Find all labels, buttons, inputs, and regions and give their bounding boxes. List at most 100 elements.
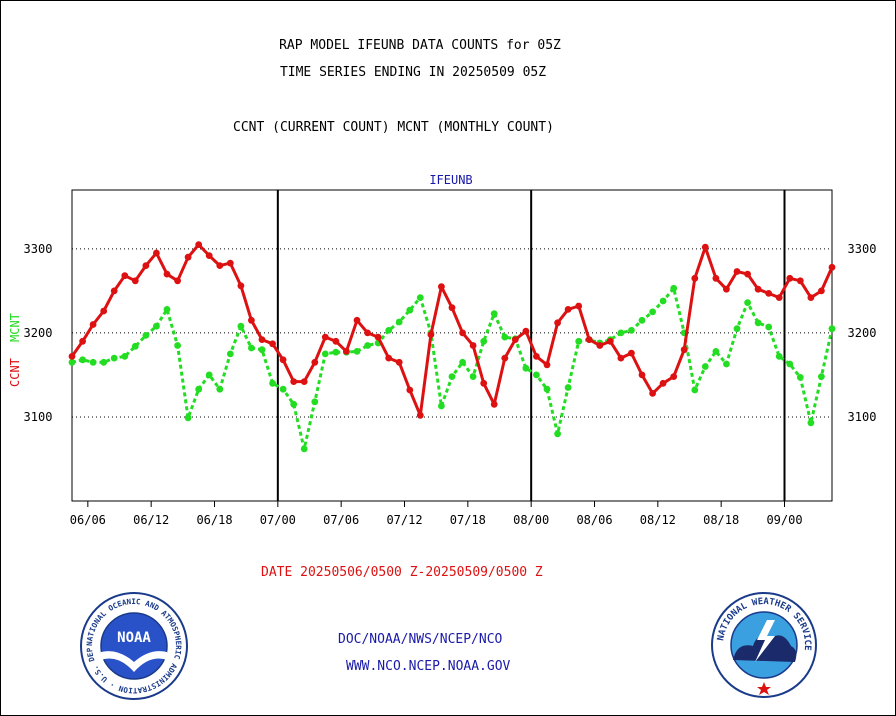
- data-point-ccnt: [300, 378, 308, 385]
- data-point-mcnt: [279, 385, 287, 393]
- series-line-ccnt: [70, 243, 834, 417]
- series-line-mcnt: [71, 286, 834, 451]
- data-point-mcnt: [733, 325, 741, 333]
- data-point-mcnt: [628, 327, 635, 334]
- x-tick-label: 07/18: [450, 513, 486, 527]
- data-point-ccnt: [744, 270, 751, 278]
- data-point-mcnt: [216, 385, 224, 393]
- chart-title: RAP MODEL IFEUNB DATA COUNTS for 05Z: [279, 38, 561, 53]
- data-point-mcnt: [364, 342, 371, 349]
- data-point-ccnt: [501, 354, 509, 362]
- data-point-ccnt: [575, 302, 583, 310]
- x-tick-label: 08/12: [640, 513, 676, 527]
- data-point-mcnt: [818, 373, 825, 380]
- data-point-mcnt: [332, 348, 340, 356]
- data-point-mcnt: [723, 360, 730, 368]
- data-point-ccnt: [195, 241, 203, 249]
- data-point-mcnt: [300, 445, 308, 453]
- data-point-ccnt: [364, 329, 371, 337]
- series-ccnt: [68, 241, 836, 419]
- data-point-mcnt: [258, 346, 266, 354]
- data-point-mcnt: [290, 400, 298, 408]
- data-point-mcnt: [744, 299, 751, 306]
- data-point-mcnt: [121, 353, 129, 360]
- data-point-ccnt: [638, 371, 646, 379]
- website-link[interactable]: WWW.NCO.NCEP.NOAA.GOV: [346, 659, 511, 674]
- data-point-mcnt: [575, 337, 583, 345]
- data-point-mcnt: [691, 386, 699, 394]
- data-point-ccnt: [818, 287, 825, 295]
- data-point-ccnt: [121, 272, 129, 280]
- axes: [71, 189, 833, 502]
- data-point-mcnt: [205, 371, 213, 379]
- x-tick-label: 09/00: [766, 513, 802, 527]
- data-point-mcnt: [89, 358, 97, 366]
- x-tick-label: 07/06: [323, 513, 359, 527]
- data-point-mcnt: [649, 308, 656, 316]
- data-point-ccnt: [110, 287, 118, 295]
- data-point-mcnt: [110, 354, 118, 362]
- data-point-ccnt: [142, 262, 150, 269]
- data-point-ccnt: [395, 358, 403, 366]
- data-point-ccnt: [353, 316, 361, 324]
- data-point-ccnt: [174, 277, 182, 285]
- data-point-mcnt: [195, 385, 203, 393]
- data-point-mcnt: [269, 379, 276, 387]
- x-tick-labels: 06/06 06/12 06/18 07/00 07/06 07/12 07/18 08/00…: [70, 501, 803, 527]
- noaa-center-text: NOAA: [117, 630, 151, 646]
- data-point-ccnt: [554, 319, 561, 327]
- data-point-ccnt: [754, 285, 762, 293]
- data-point-mcnt: [438, 402, 445, 410]
- data-point-ccnt: [79, 337, 86, 345]
- y-tick-label-left: 3300: [24, 242, 53, 256]
- x-tick-label: 07/00: [260, 513, 296, 527]
- data-point-ccnt: [321, 333, 329, 341]
- data-point-ccnt: [237, 282, 245, 290]
- data-point-mcnt: [226, 350, 234, 358]
- data-point-ccnt: [459, 329, 466, 337]
- data-point-ccnt: [775, 294, 783, 301]
- data-point-mcnt: [163, 306, 171, 313]
- data-point-ccnt: [522, 327, 530, 335]
- data-point-ccnt: [248, 316, 255, 324]
- data-point-mcnt: [617, 329, 625, 337]
- data-point-mcnt: [701, 363, 709, 370]
- data-point-ccnt: [163, 270, 171, 278]
- chart-description: CCNT (CURRENT COUNT) MCNT (MONTHLY COUNT…: [233, 120, 554, 135]
- x-tick-label: 08/00: [513, 513, 549, 527]
- data-point-ccnt: [427, 331, 435, 338]
- x-axis-label: DATE 20250506/0500 Z-20250509/0500 Z: [261, 565, 543, 580]
- data-point-ccnt: [543, 361, 551, 369]
- data-point-mcnt: [765, 323, 773, 331]
- data-point-mcnt: [754, 319, 762, 327]
- series-lines: [68, 241, 836, 453]
- series-mcnt: [68, 284, 836, 453]
- data-point-mcnt: [174, 342, 182, 349]
- y-tick-labels: 3100 3100 3200 3200 3300 3300: [24, 242, 877, 424]
- data-point-mcnt: [311, 398, 319, 406]
- panel-label: IFEUNB: [429, 173, 472, 187]
- y-tick-label-left: 3200: [24, 326, 53, 340]
- data-point-ccnt: [374, 333, 382, 341]
- data-point-ccnt: [659, 379, 667, 387]
- data-point-mcnt: [490, 310, 498, 317]
- data-point-ccnt: [765, 290, 773, 297]
- data-point-ccnt: [796, 277, 804, 285]
- data-point-ccnt: [279, 356, 287, 364]
- data-point-ccnt: [564, 306, 572, 313]
- org-link[interactable]: DOC/NOAA/NWS/NCEP/NCO: [338, 632, 503, 647]
- data-point-ccnt: [649, 390, 656, 397]
- data-point-mcnt: [395, 318, 403, 326]
- data-point-mcnt: [184, 414, 192, 422]
- plot-area-border: [71, 189, 833, 502]
- data-point-mcnt: [543, 385, 551, 393]
- x-tick-label: 06/06: [70, 513, 106, 527]
- data-point-ccnt: [290, 378, 298, 385]
- data-point-ccnt: [469, 342, 477, 349]
- data-point-ccnt: [416, 411, 424, 419]
- data-point-ccnt: [269, 340, 276, 348]
- data-point-ccnt: [670, 373, 678, 380]
- x-tick-label: 08/18: [703, 513, 739, 527]
- data-point-ccnt: [89, 321, 97, 328]
- data-point-ccnt: [68, 353, 76, 360]
